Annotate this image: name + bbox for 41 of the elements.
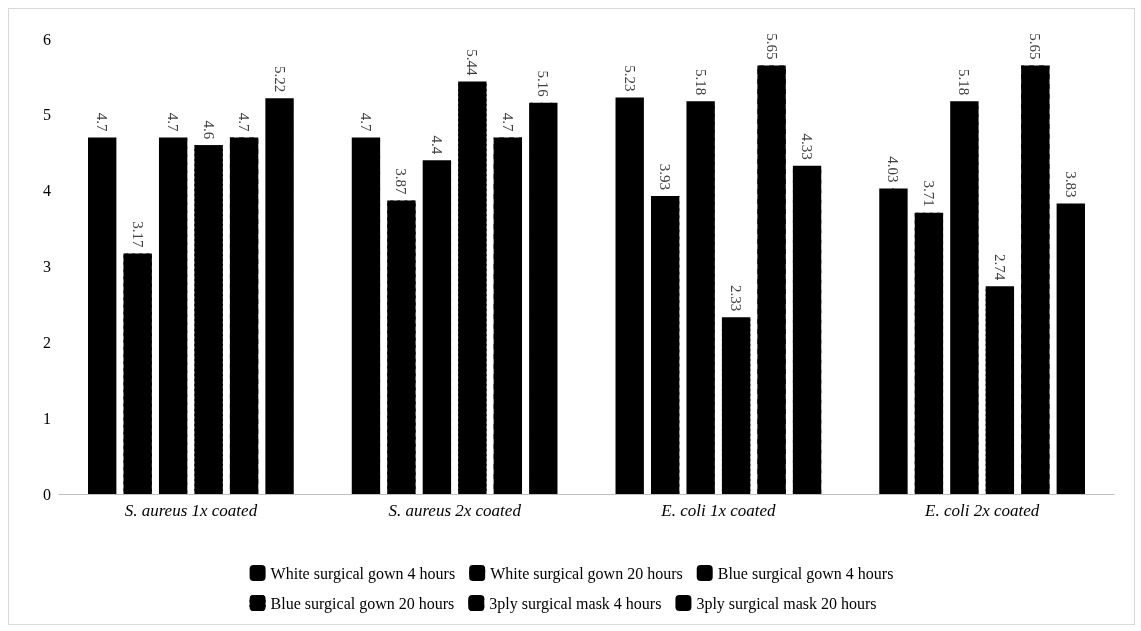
data-label: 3.93 — [657, 163, 674, 190]
data-label: 5.65 — [763, 33, 780, 60]
y-tick-label: 4 — [43, 182, 51, 200]
data-label: 4.7 — [357, 112, 374, 133]
data-label: 5.18 — [956, 68, 973, 96]
data-label: 2.74 — [991, 253, 1008, 281]
y-tick-label: 5 — [43, 106, 51, 124]
data-label: 5.65 — [1027, 33, 1044, 60]
legend-label: 3ply surgical mask 20 hours — [696, 594, 877, 613]
x-tick-label: S. aureus 2x coated — [388, 501, 522, 520]
legend-label: 3ply surgical mask 4 hours — [489, 594, 662, 613]
data-label: 4.7 — [499, 112, 516, 133]
y-tick-label: 3 — [43, 258, 51, 275]
data-label: 4.7 — [165, 112, 182, 133]
legend-label: White surgical gown 4 hours — [270, 564, 456, 583]
data-label: 4.33 — [799, 133, 816, 160]
x-tick-label: E. coli 2x coated — [924, 501, 1040, 520]
data-label: 2.33 — [728, 285, 745, 312]
data-label: 3.83 — [1062, 171, 1079, 198]
y-tick-label: 0 — [43, 485, 51, 503]
data-label: 3.71 — [920, 180, 937, 207]
y-tick-label: 2 — [43, 333, 51, 351]
legend-label: White surgical gown 20 hours — [490, 564, 683, 583]
data-label: 4.4 — [428, 135, 445, 155]
legend-label: Blue surgical gown 20 hours — [270, 594, 455, 613]
x-tick-label: E. coli 1x coated — [660, 501, 776, 520]
data-label: 4.7 — [236, 112, 253, 133]
data-label: 4.7 — [94, 112, 111, 133]
data-label: 5.16 — [535, 70, 552, 98]
legend-label: Blue surgical gown 4 hours — [717, 564, 894, 583]
y-tick-label: 1 — [43, 409, 51, 427]
y-tick-label: 6 — [43, 30, 51, 48]
data-label: 4.6 — [200, 120, 217, 140]
data-label: 5.23 — [621, 65, 638, 92]
x-tick-label: S. aureus 1x coated — [124, 501, 258, 520]
data-label: 3.87 — [393, 168, 410, 196]
data-label: 5.44 — [464, 49, 481, 76]
data-label: 5.22 — [271, 65, 288, 93]
data-label: 4.03 — [885, 156, 902, 183]
data-label: 3.17 — [129, 221, 146, 249]
data-label: 5.18 — [692, 68, 709, 96]
